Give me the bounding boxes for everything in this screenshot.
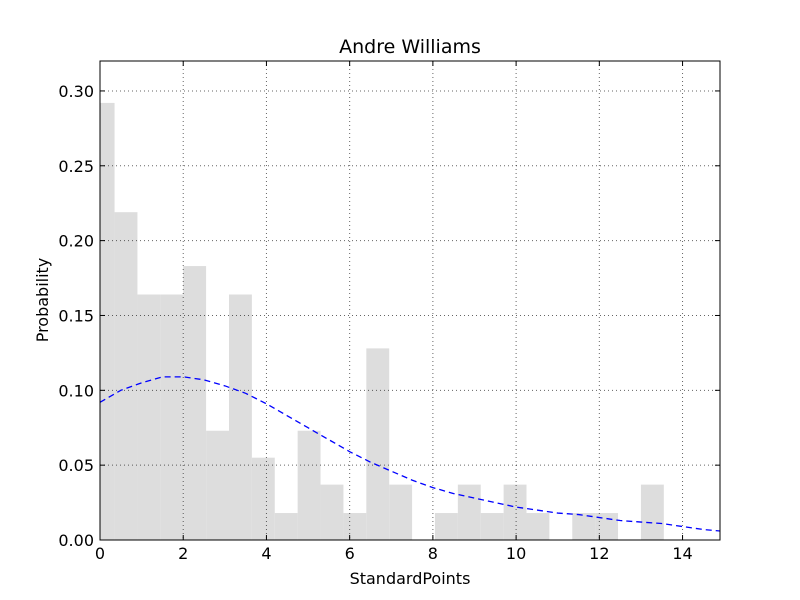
histogram-bar [434,513,458,540]
y-tick-label: 0.10 [58,381,94,400]
histogram-bar [595,513,619,540]
y-axis-title: Probability [33,258,52,343]
y-tick-label: 0.30 [58,82,94,101]
fit-curve-line [99,376,721,532]
histogram-bar [389,484,413,540]
x-tick-label: 0 [95,544,105,563]
x-tick-label: 6 [345,544,355,563]
x-tick-label: 14 [672,544,692,563]
x-tick-label: 10 [506,544,526,563]
x-tick-label: 2 [178,544,188,563]
x-axis-title: StandardPoints [350,569,471,588]
y-tick-label: 0.25 [58,157,94,176]
x-tick-label: 8 [428,544,438,563]
histogram-bar [457,484,481,540]
axis-ticks [99,61,720,541]
histogram-bar [640,484,664,540]
histogram-bar [228,294,252,540]
y-tick-label: 0.05 [58,456,94,475]
histogram-bar [526,513,550,540]
axis-tick-labels: 0 2 4 6 8 10 12 14 0.00 0.05 0.10 0.15 0.20 0.25 0.30 [58,82,692,563]
histogram-bar [366,348,390,540]
histogram-bar [572,513,596,540]
histogram-bar [297,430,321,540]
histogram-bar [160,294,184,540]
y-tick-label: 0.00 [58,531,94,550]
x-tick-label: 12 [589,544,609,563]
histogram-bar [320,484,344,540]
plot-frame [99,60,721,541]
histogram-bar [343,513,367,540]
histogram-bar [100,102,115,540]
histogram-bar [251,457,275,540]
histogram-bar [114,212,138,540]
histogram-bars [100,102,664,540]
histogram-bar [274,513,298,540]
histogram-bar [503,484,527,540]
y-tick-label: 0.15 [58,306,94,325]
histogram-bar [137,294,161,540]
x-tick-label: 4 [261,544,271,563]
chart-title: Andre Williams [339,36,481,58]
histogram-bar [206,430,229,540]
histogram-bar [480,513,504,540]
y-tick-label: 0.20 [58,232,94,251]
histogram-bar [183,266,207,540]
